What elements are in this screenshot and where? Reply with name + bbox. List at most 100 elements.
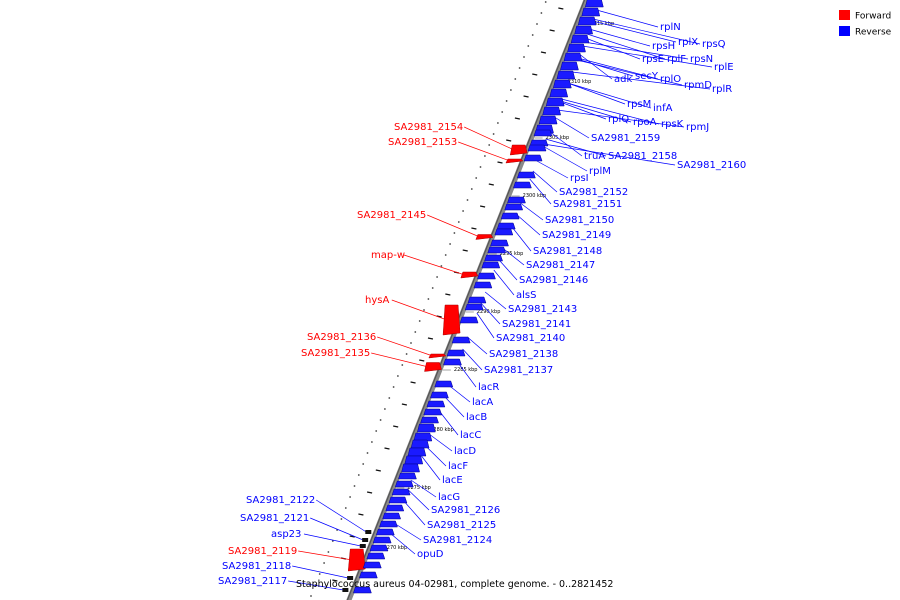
reverse-gene-label[interactable]: lacF [448, 461, 468, 472]
reverse-gene-block[interactable] [484, 254, 503, 262]
reverse-gene-label[interactable]: rpmD [684, 80, 712, 91]
reverse-gene-label[interactable]: rplE [714, 62, 734, 73]
reverse-gene-block[interactable] [523, 154, 543, 162]
forward-gene-SA2981_2154[interactable] [509, 144, 528, 156]
reverse-gene-label[interactable]: rpoA [633, 117, 657, 128]
reverse-gene-label[interactable]: SA2981_2150 [545, 215, 614, 226]
forward-gene-label[interactable]: SA2981_2136 [307, 332, 376, 343]
forward-gene-label[interactable]: SA2981_2153 [388, 137, 457, 148]
reverse-gene-label[interactable]: secY [635, 71, 659, 82]
reverse-gene-block[interactable] [527, 144, 547, 152]
reverse-gene-label[interactable]: rpsE [642, 54, 664, 65]
reverse-gene-block[interactable] [517, 171, 536, 179]
reverse-gene-label[interactable]: rplF [667, 54, 686, 65]
left-gene-mark-SA2981_2122[interactable] [365, 530, 372, 534]
reverse-gene-label[interactable]: SA2981_2141 [502, 319, 571, 330]
reverse-gene-label[interactable]: rplM [589, 166, 611, 177]
reverse-gene-block[interactable] [426, 400, 446, 408]
forward-gene-label[interactable]: SA2981_2119 [228, 546, 297, 557]
reverse-gene-block[interactable] [560, 61, 579, 71]
reverse-gene-block[interactable] [570, 34, 590, 44]
left-gene-mark-SA2981_2118[interactable] [347, 576, 354, 580]
reverse-gene-label[interactable]: SA2981_2117 [218, 576, 287, 587]
reverse-gene-block[interactable] [394, 480, 414, 488]
reverse-gene-block[interactable] [584, 0, 604, 8]
reverse-gene-label[interactable]: rpsM [627, 99, 651, 110]
reverse-gene-label[interactable]: rplN [660, 22, 681, 33]
reverse-gene-block[interactable] [574, 25, 593, 35]
reverse-gene-block[interactable] [375, 528, 395, 536]
reverse-gene-label[interactable]: opuD [417, 549, 444, 560]
reverse-gene-label[interactable]: rplX [678, 37, 698, 48]
reverse-gene-label[interactable]: SA2981_2149 [542, 230, 611, 241]
reverse-gene-block[interactable] [430, 391, 449, 399]
reverse-gene-label[interactable]: alsS [516, 290, 536, 301]
reverse-gene-label[interactable]: rpsN [690, 54, 713, 65]
reverse-gene-label[interactable]: SA2981_2147 [526, 260, 595, 271]
reverse-gene-label[interactable]: adk [614, 74, 632, 85]
reverse-gene-block[interactable] [420, 416, 439, 424]
reverse-gene-label[interactable]: SA2981_2118 [222, 561, 291, 572]
reverse-gene-block[interactable] [379, 520, 398, 528]
reverse-gene-label[interactable]: SA2981_2146 [519, 275, 588, 286]
reverse-gene-block[interactable] [423, 408, 443, 416]
reverse-gene-block[interactable] [581, 7, 601, 17]
reverse-gene-block[interactable] [398, 472, 417, 480]
reverse-gene-label[interactable]: rpsI [570, 173, 589, 184]
reverse-gene-label[interactable]: SA2981_2159 [591, 133, 660, 144]
reverse-gene-label[interactable]: rplR [712, 84, 732, 95]
reverse-gene-block[interactable] [413, 432, 433, 442]
reverse-gene-block[interactable] [391, 488, 411, 496]
forward-gene-label[interactable]: map-w [371, 250, 405, 261]
left-gene-mark-SA2981_2117[interactable] [342, 588, 349, 592]
reverse-gene-label[interactable]: rpsK [661, 119, 684, 130]
reverse-gene-label[interactable]: SA2981_2121 [240, 513, 309, 524]
reverse-gene-label[interactable]: SA2981_2148 [533, 246, 602, 257]
reverse-gene-block[interactable] [353, 586, 372, 594]
reverse-gene-block[interactable] [362, 561, 382, 569]
reverse-gene-block[interactable] [385, 504, 405, 512]
reverse-gene-block[interactable] [552, 79, 572, 89]
reverse-gene-label[interactable]: SA2981_2158 [608, 151, 677, 162]
reverse-gene-block[interactable] [446, 349, 466, 357]
left-gene-mark-asp23[interactable] [359, 544, 366, 548]
reverse-gene-block[interactable] [496, 222, 516, 230]
reverse-gene-label[interactable]: SA2981_2125 [427, 520, 496, 531]
forward-gene-SA2981_2145[interactable] [475, 234, 494, 240]
reverse-gene-label[interactable]: rpmJ [686, 122, 709, 133]
reverse-gene-block[interactable] [542, 106, 561, 116]
reverse-gene-label[interactable]: lacG [438, 492, 460, 503]
reverse-gene-block[interactable] [507, 196, 526, 204]
reverse-gene-block[interactable] [382, 512, 401, 520]
reverse-gene-label[interactable]: SA2981_2138 [489, 349, 558, 360]
reverse-gene-block[interactable] [459, 316, 479, 324]
forward-gene-label[interactable]: SA2981_2135 [301, 348, 370, 359]
reverse-gene-block[interactable] [577, 16, 597, 26]
reverse-gene-block[interactable] [529, 139, 549, 147]
reverse-gene-block[interactable] [477, 272, 496, 280]
forward-gene-SA2981_2119[interactable] [347, 548, 366, 572]
reverse-gene-block[interactable] [549, 88, 569, 98]
left-gene-mark-SA2981_2121[interactable] [362, 538, 369, 542]
reverse-gene-label[interactable]: lacR [478, 382, 499, 393]
reverse-gene-label[interactable]: lacB [466, 412, 487, 423]
forward-gene-label[interactable]: hysA [365, 295, 389, 306]
reverse-gene-block[interactable] [366, 552, 386, 560]
forward-gene-SA2981_2153[interactable] [505, 158, 524, 164]
reverse-gene-block[interactable] [464, 303, 484, 311]
reverse-gene-block[interactable] [513, 181, 532, 189]
reverse-gene-label[interactable]: truA [584, 151, 605, 162]
reverse-gene-block[interactable] [407, 447, 427, 457]
reverse-gene-block[interactable] [404, 455, 424, 465]
reverse-gene-block[interactable] [563, 52, 583, 62]
reverse-gene-block[interactable] [410, 439, 430, 449]
reverse-gene-label[interactable]: rpsQ [702, 39, 726, 50]
reverse-gene-block[interactable] [487, 246, 507, 254]
reverse-gene-block[interactable] [388, 496, 408, 504]
reverse-gene-block[interactable] [434, 380, 454, 388]
reverse-gene-label[interactable]: SA2981_2140 [496, 333, 565, 344]
reverse-gene-block[interactable] [545, 97, 565, 107]
reverse-gene-block[interactable] [467, 296, 487, 304]
forward-gene-SA2981_2135[interactable] [424, 362, 442, 372]
reverse-gene-label[interactable]: rplQ [608, 114, 629, 125]
